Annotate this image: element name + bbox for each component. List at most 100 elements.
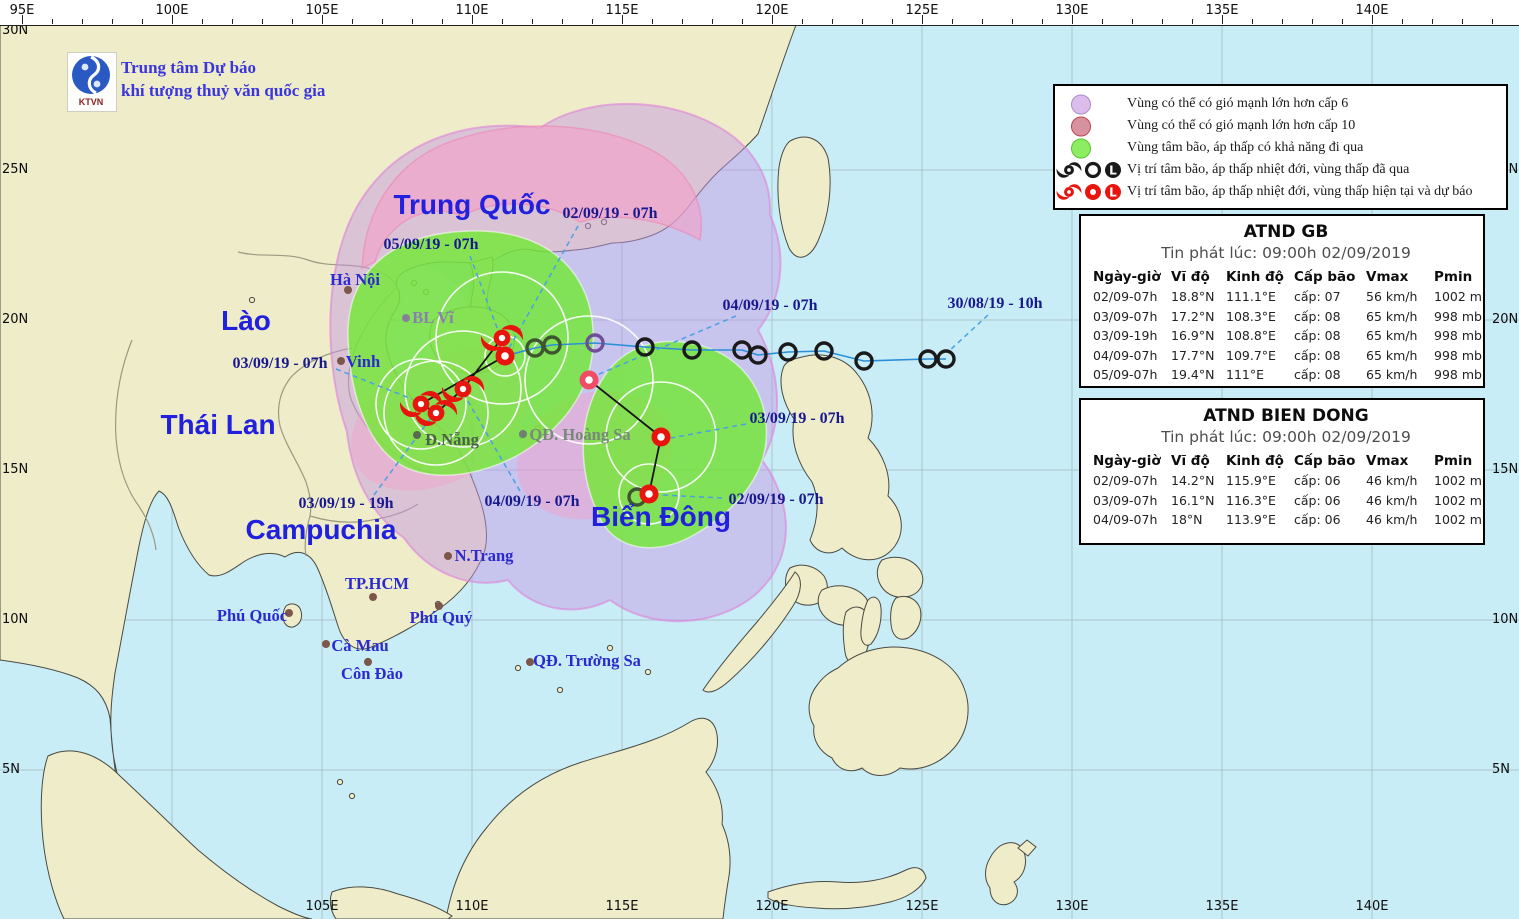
logo-text: KTVN xyxy=(79,97,104,107)
wind-range-circles xyxy=(375,271,717,525)
table-cell: 65 km/h xyxy=(1366,367,1418,382)
axis-label-longitude: 130E xyxy=(1055,899,1089,914)
axis-label-longitude: 105E xyxy=(305,899,339,914)
place-dot xyxy=(285,609,293,617)
table-cell: 19.4°N xyxy=(1171,367,1215,382)
place-label: Đ.Nẵng xyxy=(425,430,479,449)
land-bangka xyxy=(329,886,453,919)
scale-tick xyxy=(1072,15,1073,24)
scale-tick xyxy=(1132,19,1133,24)
low-pressure-icon: L xyxy=(1105,184,1121,200)
scale-tick xyxy=(412,19,413,24)
column-header: Kinh độ xyxy=(1226,453,1284,469)
axis-label-latitude: 5N xyxy=(1492,762,1510,777)
column-header: Vmax xyxy=(1366,453,1409,469)
track-date-label: 04/09/19 - 07h xyxy=(722,297,818,314)
axis-label-longitude: 135E xyxy=(1205,3,1239,18)
place-dot xyxy=(444,552,452,560)
place-label: N.Trang xyxy=(454,546,514,565)
axis-label-longitude: 130E xyxy=(1055,3,1089,18)
table-cell: 17.2°N xyxy=(1171,308,1215,324)
table-cell: 16.1°N xyxy=(1171,492,1215,508)
place-label: Phú Quốc xyxy=(216,606,288,625)
table-cell: 116.3°E xyxy=(1226,492,1276,508)
leader-line xyxy=(469,255,500,334)
longitude-scale-strip xyxy=(0,0,1519,26)
scale-tick xyxy=(442,19,443,24)
scale-tick xyxy=(892,19,893,24)
place-label: Cà Mau xyxy=(331,636,389,655)
islet xyxy=(348,792,356,800)
storm-center-eye xyxy=(501,352,509,360)
scale-tick xyxy=(262,19,263,24)
logo-circle-icon xyxy=(72,56,110,94)
scale-tick xyxy=(1102,19,1103,24)
table-cell: 02/09-07h xyxy=(1093,473,1158,488)
table-cell: 998 mb xyxy=(1434,367,1482,382)
land-mindanao xyxy=(808,646,969,776)
scale-tick xyxy=(1342,19,1343,24)
column-header: Kinh độ xyxy=(1226,269,1284,285)
place-label: Vinh xyxy=(345,352,381,371)
table-cell: 1002 mb xyxy=(1434,473,1485,488)
wind-range-circle xyxy=(605,381,717,493)
past-track-line xyxy=(504,342,946,362)
low-pressure-icon: L xyxy=(1105,162,1121,178)
legend-row-cap6: Vùng có thể có gió mạnh lớn hơn cấp 6 xyxy=(1055,93,1506,115)
scale-tick xyxy=(862,19,863,24)
axis-label-latitude: 10N xyxy=(2,612,29,627)
scale-tick xyxy=(772,15,773,24)
track-date-label: 03/09/19 - 07h xyxy=(749,410,845,427)
legend-row-current-position: L Vị trí tâm bão, áp thấp nhiệt đới, vùn… xyxy=(1055,181,1506,203)
islet xyxy=(644,668,652,676)
table-cell: 111.1°E xyxy=(1226,289,1276,304)
axis-label-longitude: 140E xyxy=(1355,899,1389,914)
scale-tick xyxy=(1432,19,1433,24)
track-date-label: 30/08/19 - 10h xyxy=(947,295,1043,312)
table-cell: cấp: 08 xyxy=(1294,328,1341,343)
circle-icon xyxy=(1084,161,1102,179)
table-cell: 04/09-07h xyxy=(1093,347,1158,363)
wind-range-circle xyxy=(404,330,522,448)
place-dot xyxy=(322,640,330,648)
table-cell: 1002 mb xyxy=(1434,492,1485,508)
legend-row-past-position: L Vị trí tâm bão, áp thấp nhiệt đới, vùn… xyxy=(1055,159,1506,181)
axis-label-latitude: 20N xyxy=(1492,312,1519,327)
leader-line xyxy=(661,494,723,499)
typhoon-forecast-marker xyxy=(480,324,524,352)
past-position-marker xyxy=(585,333,605,353)
table-cell: 108.3°E xyxy=(1226,308,1276,324)
svg-text:L: L xyxy=(1109,164,1117,178)
scale-tick xyxy=(232,19,233,24)
table-atnd-bien-dong: ATND BIEN DONG Tin phát lúc: 09:00h 02/0… xyxy=(1079,398,1485,545)
islet xyxy=(600,218,608,226)
wind-range-circle xyxy=(618,463,680,525)
scale-tick xyxy=(22,15,23,24)
scale-tick xyxy=(682,19,683,24)
axis-label-longitude: 115E xyxy=(605,3,639,18)
scale-tick xyxy=(1462,19,1463,24)
track-date-label: 02/09/19 - 07h xyxy=(728,491,824,508)
scale-tick xyxy=(382,19,383,24)
axis-label-longitude: 120E xyxy=(755,3,789,18)
table-cell: 02/09-07h xyxy=(1093,289,1158,304)
scale-tick xyxy=(1492,19,1493,24)
column-header: Vmax xyxy=(1366,269,1409,285)
table-cell: 03/09-07h xyxy=(1093,308,1158,324)
table-cell: 17.7°N xyxy=(1171,347,1215,363)
table-grid: Ngày-giờ Vĩ độ Kinh độ Cấp bão Vmax Pmin 02/09… xyxy=(1093,267,1483,385)
typhoon-forecast-marker xyxy=(414,399,458,427)
table-title: ATND GB xyxy=(1243,222,1329,242)
table-cell: 16.9°N xyxy=(1171,328,1215,343)
country-label: Thái Lan xyxy=(160,409,276,440)
country-label: Campuchia xyxy=(245,514,397,545)
wind-range-circle xyxy=(524,315,654,445)
track-date-label: 02/09/19 - 07h xyxy=(562,205,658,222)
scale-tick xyxy=(1252,19,1253,24)
svg-text:L: L xyxy=(1109,186,1117,200)
scale-tick xyxy=(1192,19,1193,24)
place-dot xyxy=(413,431,421,439)
place-dot xyxy=(369,593,377,601)
wind-range-circle xyxy=(375,358,467,450)
axis-label-longitude: 140E xyxy=(1355,3,1389,18)
